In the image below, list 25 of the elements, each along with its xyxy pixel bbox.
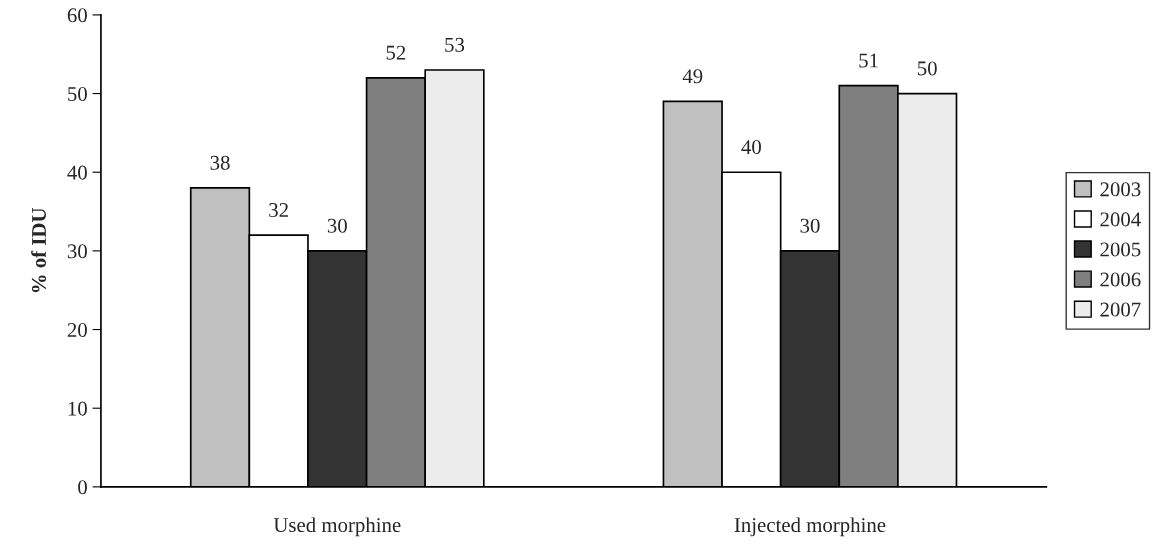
data-label: 38 (210, 155, 230, 170)
y-tick-label: 50 (68, 86, 87, 101)
legend-label: 2007 (1100, 302, 1141, 317)
x-tick-label: Used morphine (273, 517, 401, 537)
legend-label: 2003 (1100, 182, 1141, 197)
y-tick-label: 30 (67, 244, 87, 259)
y-tick-label: 0 (78, 480, 87, 495)
legend-label: 2004 (1100, 212, 1141, 227)
data-label: 49 (682, 69, 703, 84)
x-tick-label: Injected morphine (734, 517, 886, 537)
legend-label: 2005 (1100, 242, 1141, 257)
data-label: 40 (741, 140, 761, 155)
data-label: 53 (445, 37, 465, 52)
y-tick-label: 20 (67, 322, 87, 337)
y-tick-label: 40 (67, 165, 87, 180)
data-label: 30 (327, 218, 347, 233)
y-tick-label: 60 (67, 8, 87, 23)
y-tick-label: 10 (68, 401, 87, 416)
data-label: 32 (269, 203, 288, 218)
data-label: 30 (800, 218, 820, 233)
data-label: 52 (386, 45, 406, 60)
y-axis-title: % of IDU (31, 208, 47, 293)
data-label: 50 (917, 61, 937, 76)
legend-label: 2006 (1100, 272, 1141, 287)
data-label: 51 (859, 53, 878, 68)
